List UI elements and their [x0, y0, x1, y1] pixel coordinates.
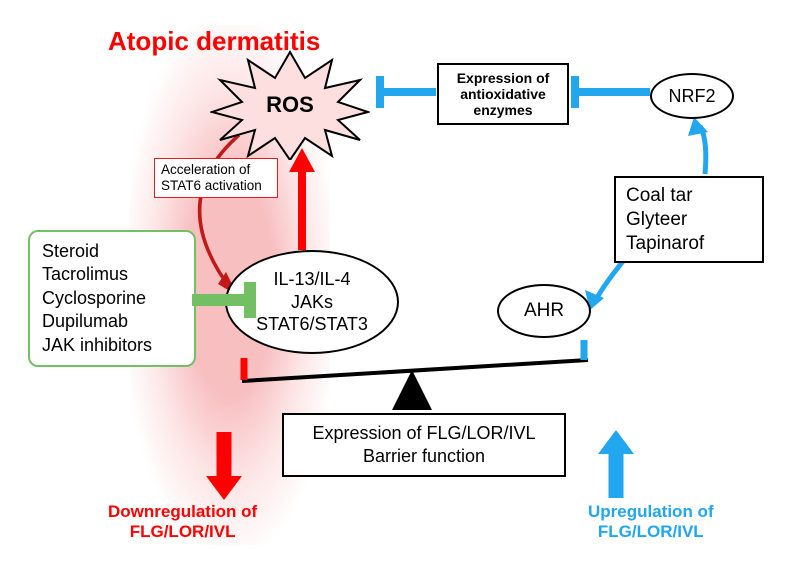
ros-starburst: ROS — [210, 50, 370, 160]
ros-label: ROS — [266, 92, 314, 118]
downregulation-label: Downregulation of FLG/LOR/IVL — [108, 502, 257, 543]
inhibitors-box: Steroid Tacrolimus Cyclosporine Dupiluma… — [28, 230, 196, 367]
nrf2-node: NRF2 — [650, 73, 734, 119]
il13-node: IL-13/IL-4 JAKs STAT6/STAT3 — [225, 250, 399, 354]
diagram-title: Atopic dermatitis — [108, 26, 320, 57]
coaltar-box: Coal tar Glyteer Tapinarof — [614, 176, 764, 263]
antioxidative-box: Expression of antioxidative enzymes — [437, 63, 569, 125]
stat6-accel-box: Acceleration of STAT6 activation — [154, 158, 278, 198]
ahr-node: AHR — [497, 284, 591, 338]
upregulation-label: Upregulation of FLG/LOR/IVL — [588, 502, 714, 543]
barrier-box: Expression of FLG/LOR/IVL Barrier functi… — [282, 413, 566, 477]
